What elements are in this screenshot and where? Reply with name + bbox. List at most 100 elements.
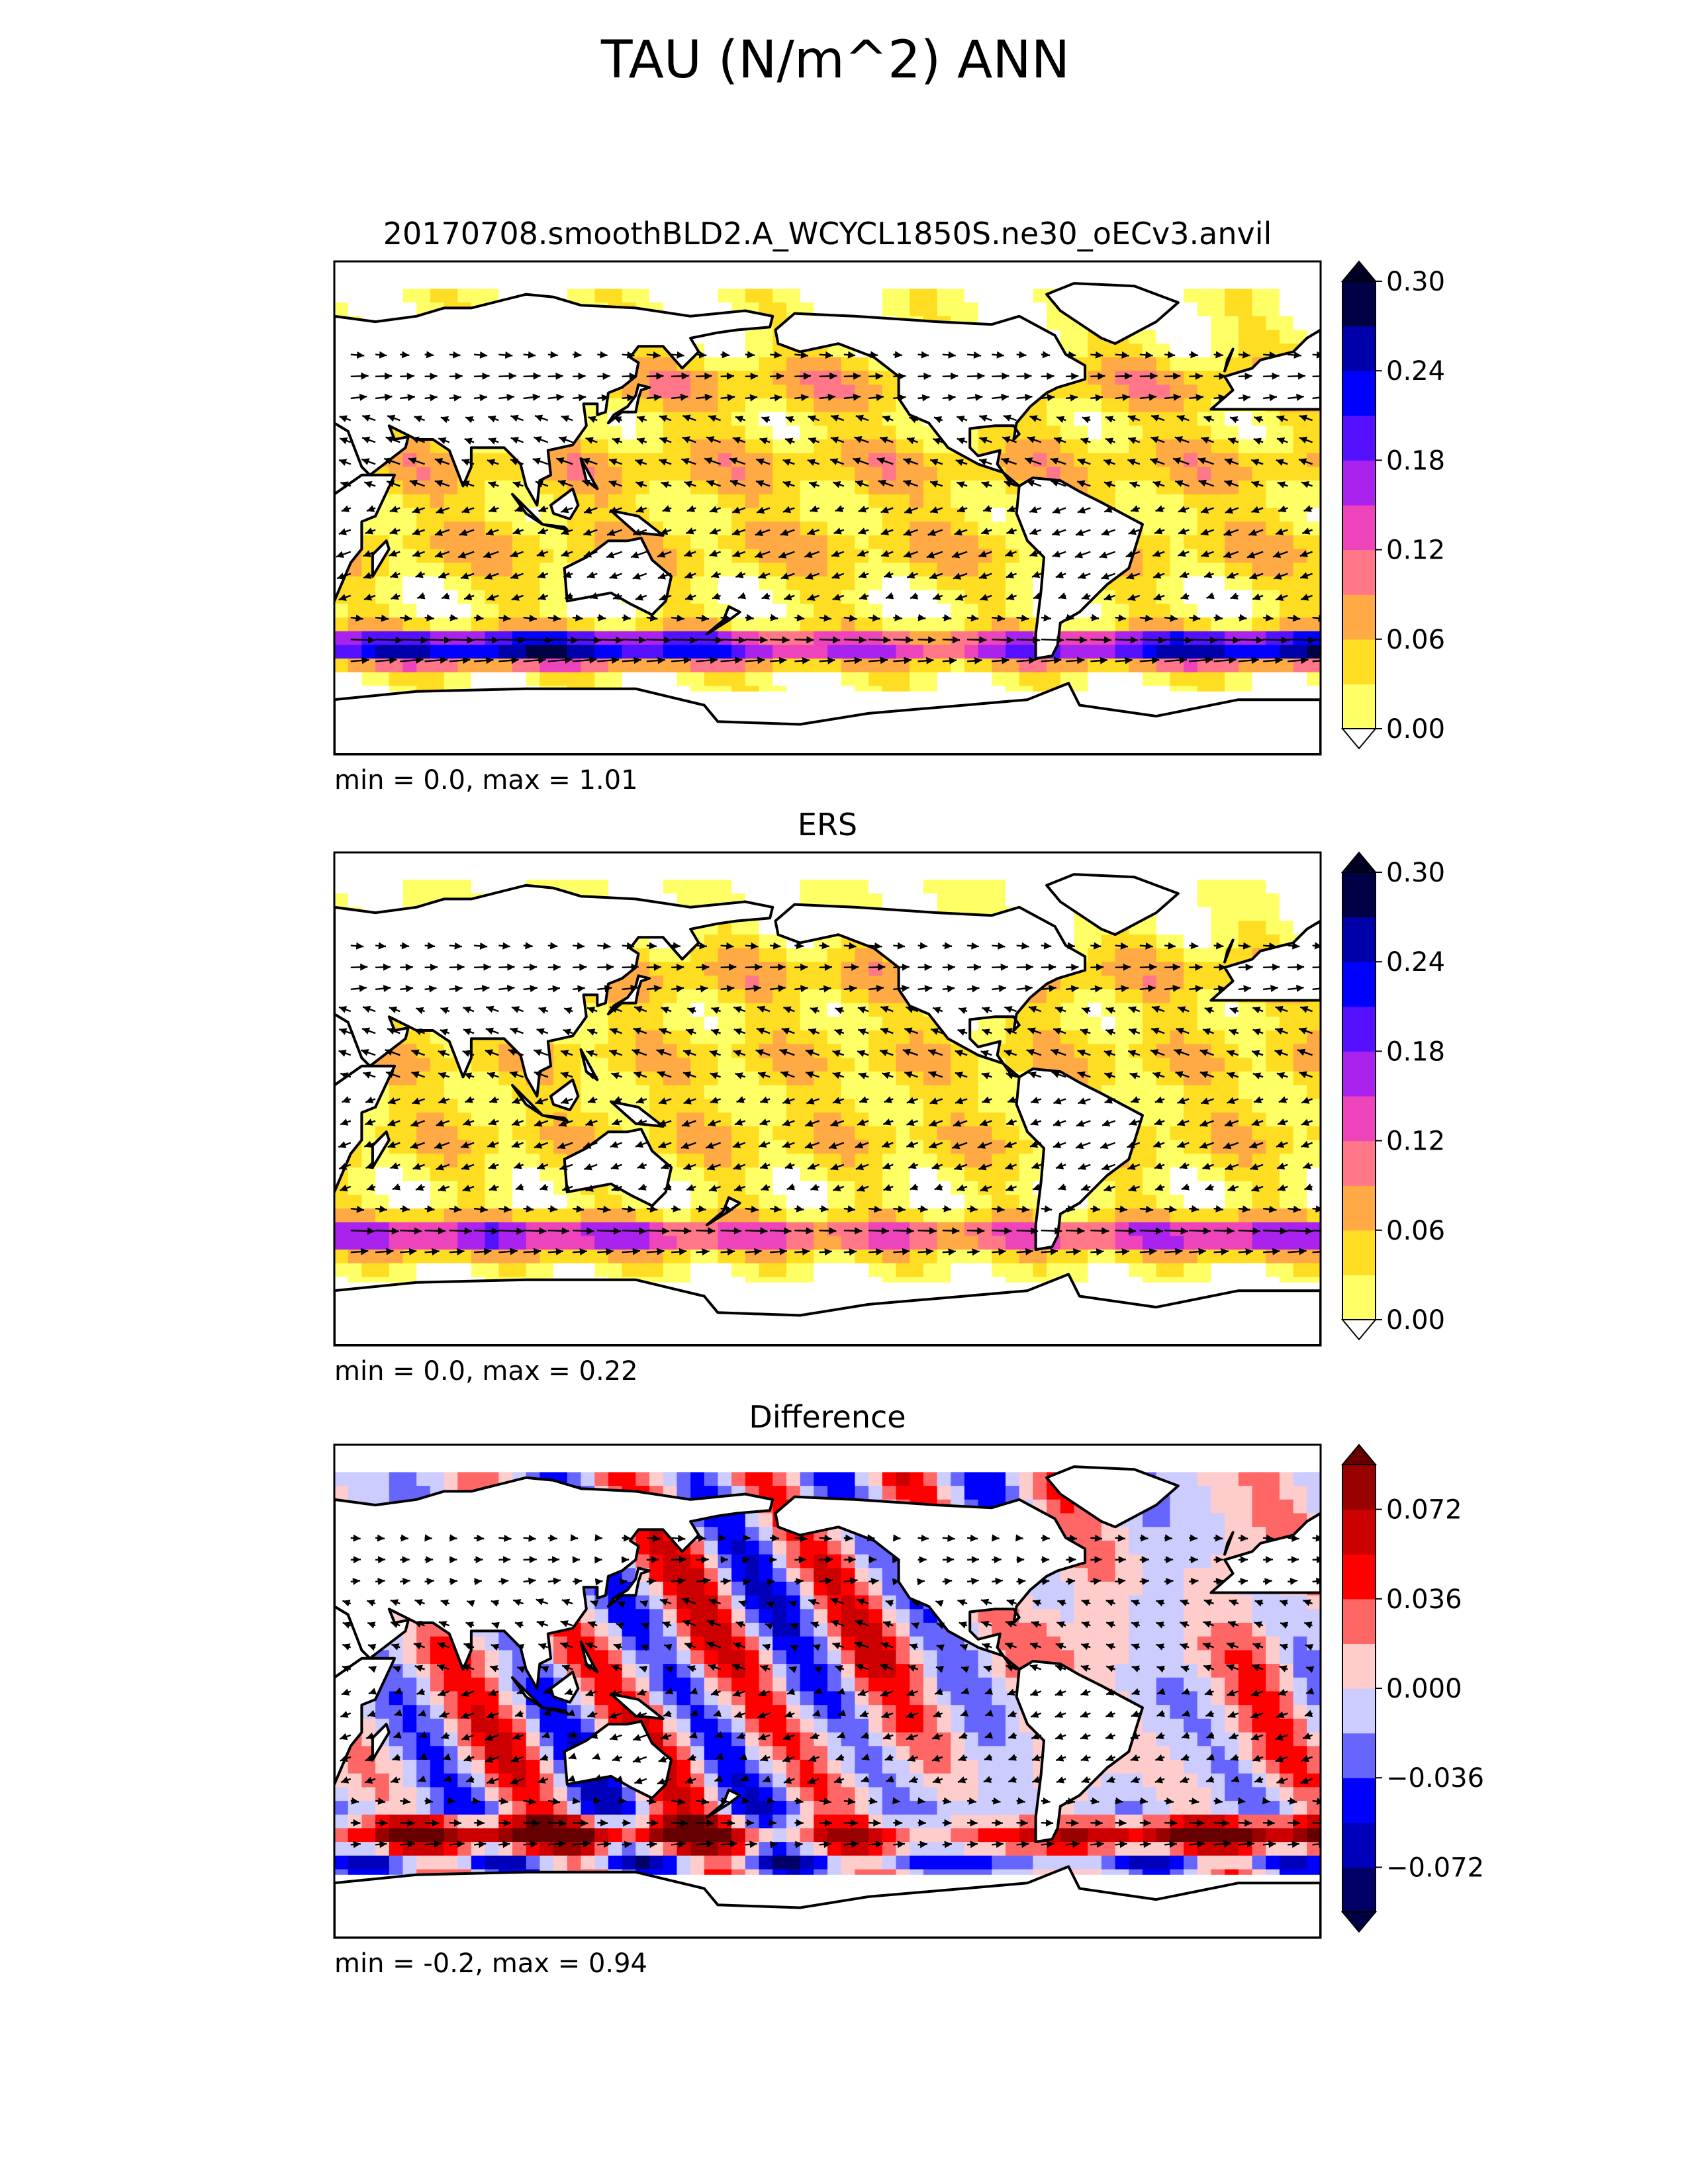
field-cell — [731, 645, 746, 659]
field-cell — [348, 1181, 363, 1196]
field-cell — [690, 480, 705, 495]
field-cell — [1184, 357, 1198, 372]
field-cell — [923, 289, 938, 303]
field-cell — [964, 893, 979, 908]
field-cell — [471, 535, 486, 550]
vector-arrow — [597, 636, 624, 644]
field-cell — [1143, 672, 1157, 687]
field-cell — [1266, 426, 1280, 440]
field-cell — [882, 659, 897, 673]
vector-arrow — [906, 437, 918, 445]
field-cell — [964, 508, 979, 522]
field-cell — [1307, 590, 1321, 605]
field-cell — [635, 1208, 650, 1223]
field-cell — [896, 426, 910, 440]
field-cell — [759, 535, 773, 550]
field-cell — [581, 672, 595, 687]
field-cell — [471, 289, 486, 303]
vector-arrow — [514, 505, 524, 512]
field-cell — [1047, 426, 1061, 440]
field-cell — [992, 617, 1006, 632]
vector-arrow — [1288, 393, 1304, 401]
field-cell — [594, 508, 609, 522]
field-cell — [718, 948, 732, 963]
vector-arrow — [929, 506, 943, 514]
field-cell — [608, 398, 623, 413]
field-cell — [704, 439, 719, 454]
field-cell — [498, 1113, 513, 1127]
field-cell — [608, 631, 623, 646]
vector-arrow — [745, 614, 754, 621]
vector-arrow — [389, 506, 400, 513]
field-cell — [1170, 631, 1184, 646]
field-cell — [1184, 921, 1198, 935]
field-cell — [814, 672, 828, 687]
field-cell — [1143, 1099, 1157, 1113]
vector-arrow — [1179, 571, 1190, 578]
field-cell — [512, 617, 527, 632]
vector-arrow — [1312, 351, 1321, 359]
vector-arrow — [340, 481, 352, 488]
field-cell — [1033, 1030, 1047, 1045]
field-cell — [1101, 672, 1116, 687]
field-cell — [978, 576, 993, 591]
vector-arrow — [1041, 373, 1055, 380]
field-cell — [731, 357, 746, 372]
field-cell — [910, 480, 924, 495]
colorbar-frame — [1342, 281, 1376, 729]
field-cell — [841, 289, 856, 303]
field-cell — [759, 426, 773, 440]
vector-arrow — [597, 394, 610, 402]
field-cell — [1074, 989, 1088, 1004]
field-cell — [964, 535, 979, 550]
field-cell — [841, 989, 856, 1004]
vector-arrow — [686, 505, 696, 512]
vector-arrow — [547, 351, 558, 359]
field-cell — [677, 672, 691, 687]
field-cell — [526, 631, 541, 646]
field-cell — [841, 508, 856, 522]
field-cell — [389, 1167, 404, 1182]
field-cell — [348, 617, 363, 632]
field-cell — [677, 563, 691, 577]
vector-arrow — [510, 572, 524, 580]
field-cell — [1197, 330, 1212, 344]
field-cell — [567, 1113, 582, 1127]
field-cell — [1170, 549, 1184, 564]
field-cell — [375, 1181, 390, 1196]
vector-arrow — [474, 657, 494, 664]
field-cell — [978, 302, 993, 317]
field-cell — [937, 302, 952, 317]
field-cell — [444, 880, 459, 894]
vector-arrow — [635, 481, 647, 488]
field-cell — [978, 494, 993, 509]
field-cell — [882, 1099, 897, 1113]
field-cell — [1143, 494, 1157, 509]
field-cell — [1184, 1085, 1198, 1100]
field-cell — [855, 893, 869, 908]
field-cell — [910, 549, 924, 564]
field-cell — [814, 659, 828, 673]
field-cell — [635, 1017, 650, 1031]
field-cell — [594, 1071, 609, 1086]
field-cell — [1307, 1113, 1321, 1127]
field-cell — [759, 976, 773, 990]
field-cell — [868, 453, 883, 468]
vector-arrow — [1213, 614, 1223, 621]
field-cell — [498, 576, 513, 591]
field-cell — [745, 549, 760, 564]
field-cell — [759, 934, 773, 949]
field-cell — [1307, 880, 1321, 894]
vector-arrow — [1312, 375, 1321, 377]
vector-arrow — [954, 528, 968, 535]
field-cell — [910, 302, 924, 317]
field-cell — [1293, 1017, 1308, 1031]
polar-mask — [334, 261, 1321, 289]
field-cell — [1088, 439, 1102, 454]
field-cell — [718, 880, 732, 894]
field-cell — [1184, 439, 1198, 454]
field-cell — [1211, 1085, 1225, 1100]
field-cell — [992, 1140, 1006, 1155]
field-cell — [539, 1126, 554, 1141]
vector-arrow — [350, 636, 376, 644]
